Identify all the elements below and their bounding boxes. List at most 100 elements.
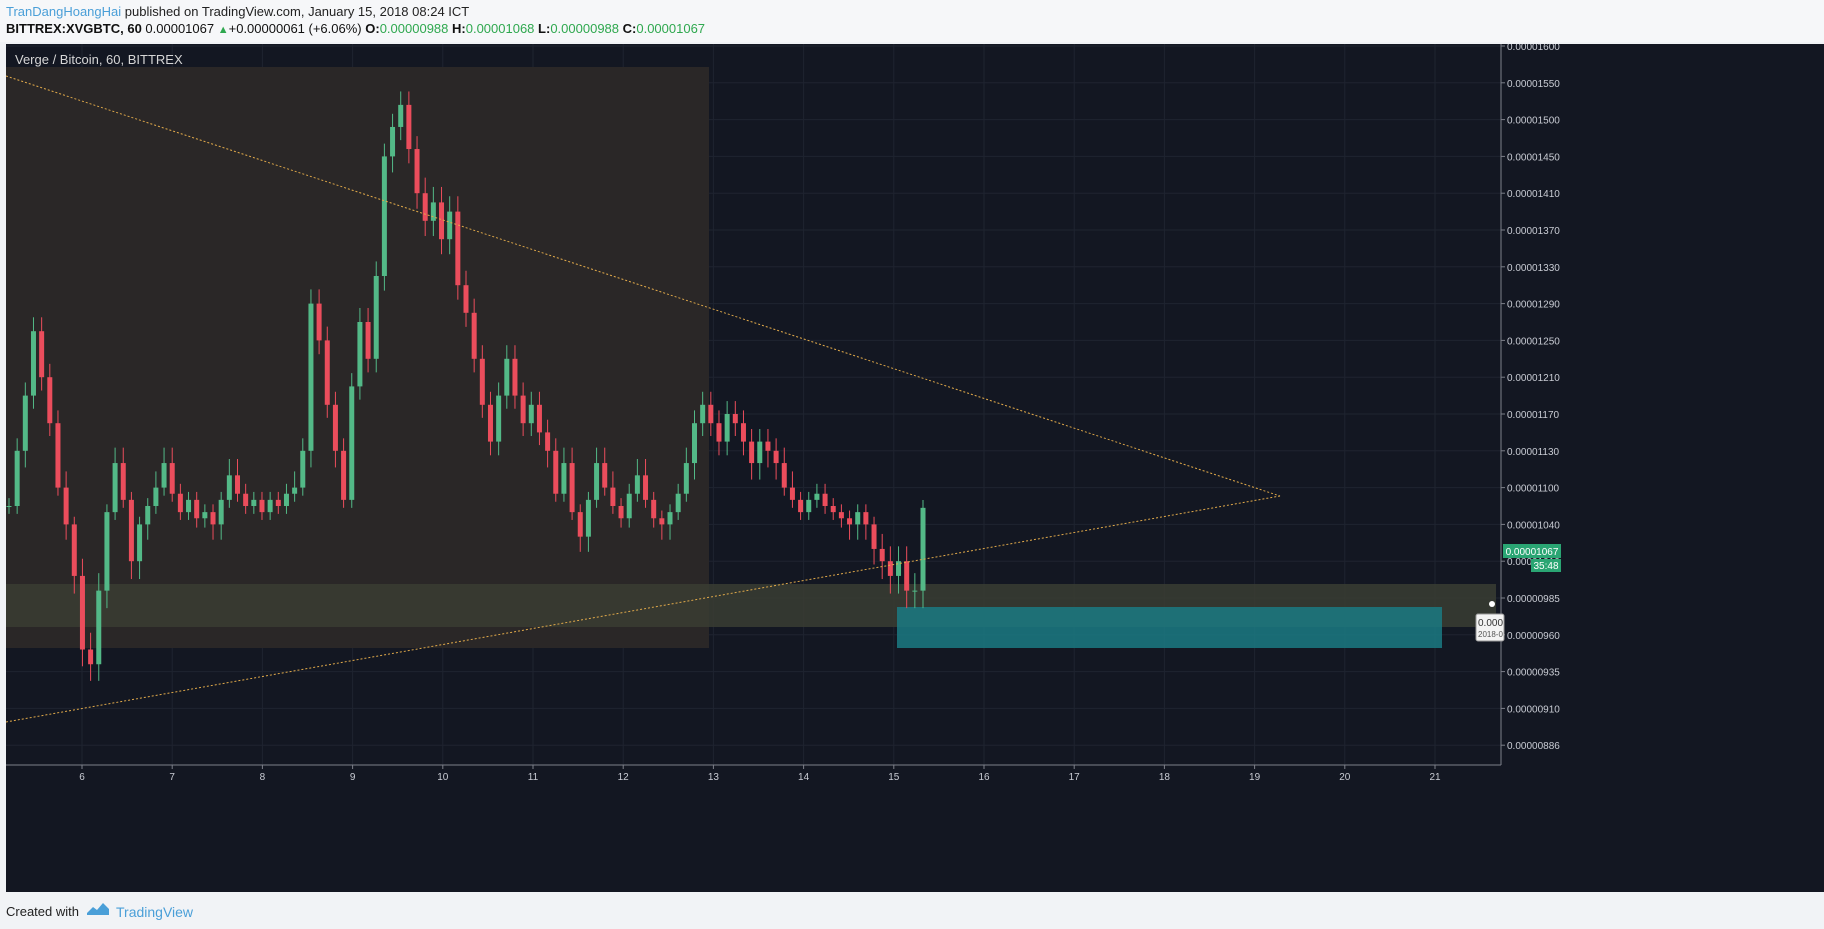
candle-body[interactable] xyxy=(732,414,738,424)
candle-body[interactable] xyxy=(235,475,240,494)
candle-body[interactable] xyxy=(79,575,85,650)
candle-body[interactable] xyxy=(292,487,298,494)
candle-body[interactable] xyxy=(275,499,281,506)
candle-body[interactable] xyxy=(700,404,706,424)
candle-body[interactable] xyxy=(439,202,445,240)
candle-body[interactable] xyxy=(920,507,926,591)
candle-body[interactable] xyxy=(283,493,289,506)
candle-body[interactable] xyxy=(610,487,616,506)
candle-body[interactable] xyxy=(414,149,420,194)
candle-body[interactable] xyxy=(594,463,600,500)
candle-body[interactable] xyxy=(112,463,118,513)
candle-body[interactable] xyxy=(789,487,795,500)
candle-body[interactable] xyxy=(724,414,730,442)
candle-body[interactable] xyxy=(643,475,649,500)
candle-body[interactable] xyxy=(161,463,167,488)
candle-body[interactable] xyxy=(765,441,771,451)
candle-body[interactable] xyxy=(716,423,722,442)
descending-trendline[interactable] xyxy=(6,75,1281,497)
candle-body[interactable] xyxy=(406,104,412,150)
candle-body[interactable] xyxy=(6,506,12,507)
candle-body[interactable] xyxy=(749,441,755,464)
candle-body[interactable] xyxy=(634,475,640,494)
candle-body[interactable] xyxy=(316,303,322,341)
candle-body[interactable] xyxy=(830,506,836,513)
candle-body[interactable] xyxy=(740,423,746,442)
candle-body[interactable] xyxy=(349,386,355,500)
candle-body[interactable] xyxy=(194,499,200,519)
candle-body[interactable] xyxy=(455,211,461,286)
candle-body[interactable] xyxy=(855,512,861,525)
candle-body[interactable] xyxy=(675,493,681,513)
candle-body[interactable] xyxy=(430,202,436,221)
candle-body[interactable] xyxy=(871,524,877,549)
candle-body[interactable] xyxy=(169,463,175,494)
candle-body[interactable] xyxy=(463,285,469,313)
candle-body[interactable] xyxy=(120,463,126,500)
candle-body[interactable] xyxy=(22,395,28,451)
candle-body[interactable] xyxy=(308,303,314,451)
candle-body[interactable] xyxy=(618,506,624,519)
candle-body[interactable] xyxy=(39,331,45,378)
candle-body[interactable] xyxy=(520,395,526,424)
candle-body[interactable] xyxy=(822,493,828,506)
price-chart[interactable]: 0.00001600 0.00001550 0.00001500 0.00001450… xyxy=(6,44,1824,892)
candle-body[interactable] xyxy=(381,156,387,276)
candle-body[interactable] xyxy=(659,518,665,525)
candle-body[interactable] xyxy=(651,499,657,519)
candle-body[interactable] xyxy=(838,512,844,519)
candle-body[interactable] xyxy=(177,493,183,513)
tradingview-brand-link[interactable]: TradingView xyxy=(116,904,194,920)
candle-body[interactable] xyxy=(300,450,306,488)
candle-body[interactable] xyxy=(912,590,918,592)
candle-body[interactable] xyxy=(847,518,853,525)
candle-body[interactable] xyxy=(683,463,689,494)
candle-body[interactable] xyxy=(210,512,216,525)
candle-body[interactable] xyxy=(479,358,485,405)
candle-body[interactable] xyxy=(708,404,714,424)
candle-body[interactable] xyxy=(55,423,61,488)
candle-body[interactable] xyxy=(137,524,143,562)
candle-body[interactable] xyxy=(487,404,493,442)
candle-body[interactable] xyxy=(504,358,510,396)
candle-body[interactable] xyxy=(96,590,102,665)
candle-body[interactable] xyxy=(879,548,885,562)
chart-panel[interactable]: 0.00001600 0.00001550 0.00001500 0.00001450… xyxy=(6,44,1824,892)
candle-body[interactable] xyxy=(773,450,779,464)
candle-body[interactable] xyxy=(553,450,559,494)
tooltip-anchor-dot[interactable] xyxy=(1489,601,1495,607)
candle-body[interactable] xyxy=(536,404,542,433)
candle-body[interactable] xyxy=(14,450,20,506)
candle-body[interactable] xyxy=(569,463,575,513)
candle-body[interactable] xyxy=(602,463,608,488)
candle-body[interactable] xyxy=(814,493,820,500)
candle-body[interactable] xyxy=(104,512,110,591)
candle-body[interactable] xyxy=(357,322,363,387)
candle-body[interactable] xyxy=(496,395,502,442)
candle-body[interactable] xyxy=(577,512,583,537)
candle-body[interactable] xyxy=(390,126,396,157)
candle-body[interactable] xyxy=(667,512,673,525)
candle-body[interactable] xyxy=(585,499,591,537)
candle-body[interactable] xyxy=(447,211,453,240)
candle-body[interactable] xyxy=(332,404,338,451)
candle-body[interactable] xyxy=(365,322,371,359)
candle-body[interactable] xyxy=(324,340,330,405)
candle-body[interactable] xyxy=(806,499,812,513)
candle-body[interactable] xyxy=(47,377,53,424)
candle-body[interactable] xyxy=(218,499,224,525)
author-link[interactable]: TranDangHoangHai xyxy=(6,4,122,19)
candle-body[interactable] xyxy=(398,104,404,127)
candle-body[interactable] xyxy=(153,487,159,506)
candle-body[interactable] xyxy=(471,312,477,359)
candle-body[interactable] xyxy=(88,649,94,665)
candle-body[interactable] xyxy=(145,506,151,525)
candle-body[interactable] xyxy=(545,432,551,451)
candle-body[interactable] xyxy=(798,499,804,513)
candle-body[interactable] xyxy=(528,404,534,424)
candle-body[interactable] xyxy=(422,193,428,221)
candle-body[interactable] xyxy=(512,358,518,396)
candle-body[interactable] xyxy=(896,561,902,576)
candle-body[interactable] xyxy=(887,561,893,576)
candle-body[interactable] xyxy=(373,276,379,359)
